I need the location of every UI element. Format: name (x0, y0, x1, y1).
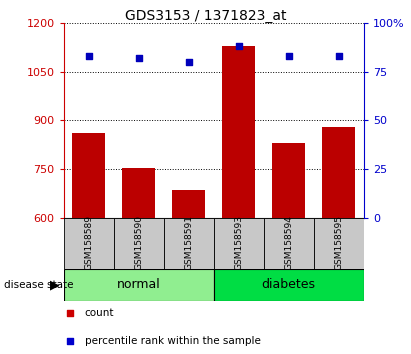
Text: count: count (85, 308, 114, 318)
Point (85, 53, 92, 59)
Bar (222, 46, 255, 218)
Bar (173, 190, 205, 218)
Text: ▶: ▶ (50, 279, 60, 291)
Bar (272, 143, 305, 218)
Point (286, 53, 292, 59)
Text: disease state: disease state (4, 280, 74, 290)
Bar (122, 169, 155, 218)
Point (185, 59, 192, 65)
Point (236, 44, 242, 49)
Text: normal: normal (117, 279, 161, 291)
Bar (214, 218, 264, 269)
Text: GSM158589: GSM158589 (84, 215, 93, 270)
Text: percentile rank within the sample: percentile rank within the sample (85, 336, 261, 346)
Bar (164, 218, 214, 269)
Text: GSM158595: GSM158595 (334, 215, 343, 270)
Bar (64, 218, 114, 269)
Text: GSM158594: GSM158594 (284, 215, 293, 270)
Bar (114, 218, 164, 269)
Point (67, 338, 73, 343)
Bar (72, 133, 105, 218)
Text: GDS3153 / 1371823_at: GDS3153 / 1371823_at (125, 9, 286, 23)
Text: diabetes: diabetes (262, 279, 316, 291)
Point (136, 55, 142, 61)
Bar (64, 269, 214, 301)
Point (335, 53, 342, 59)
Text: GSM158591: GSM158591 (184, 215, 193, 270)
Text: GSM158590: GSM158590 (134, 215, 143, 270)
Bar (264, 218, 314, 269)
Bar (323, 127, 355, 218)
Bar (314, 218, 364, 269)
Point (67, 310, 73, 316)
Text: GSM158593: GSM158593 (234, 215, 243, 270)
Bar (214, 269, 364, 301)
